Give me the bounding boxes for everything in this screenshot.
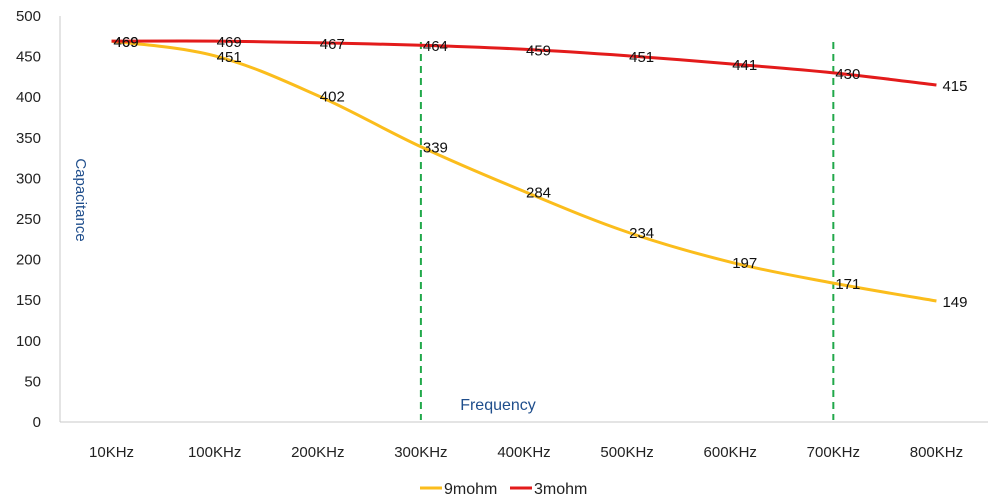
x-tick-label: 100KHz: [188, 444, 241, 461]
y-axis-title: Capacitance: [72, 158, 89, 241]
data-label-3mohm: 467: [320, 36, 345, 53]
data-label-9mohm: 284: [526, 184, 551, 201]
data-label-9mohm: 402: [320, 89, 345, 106]
data-label-3mohm: 430: [835, 66, 860, 83]
y-tick-label: 50: [24, 373, 41, 390]
series-line-9mohm: [111, 39, 937, 303]
x-tick-label: 600KHz: [704, 444, 757, 461]
series-group: [111, 39, 937, 303]
data-label-9mohm: 339: [423, 140, 448, 157]
y-tick-label: 400: [16, 89, 41, 106]
data-label-9mohm: 171: [835, 276, 860, 293]
y-tick-label: 200: [16, 252, 41, 269]
y-tick-label: 250: [16, 211, 41, 228]
y-tick-label: 450: [16, 49, 41, 66]
y-tick-label: 350: [16, 130, 41, 147]
data-label-3mohm: 464: [423, 38, 448, 55]
data-label-3mohm: 469: [217, 34, 242, 51]
x-tick-label: 500KHz: [600, 444, 653, 461]
x-axis: 10KHz 100KHz 200KHz 300KHz 400KHz 500KHz 600KH…: [60, 421, 988, 461]
data-label-3mohm: 415: [942, 78, 967, 95]
reference-lines: [419, 42, 835, 420]
data-label-9mohm: 149: [942, 294, 967, 311]
y-tick-label: 100: [16, 333, 41, 350]
data-label-3mohm: 451: [629, 49, 654, 66]
legend-label-3mohm: 3mohm: [534, 481, 587, 498]
x-tick-label: 700KHz: [807, 444, 860, 461]
x-tick-label: 200KHz: [291, 444, 344, 461]
x-axis-title: Frequency: [460, 397, 536, 414]
data-label-9mohm: 451: [217, 49, 242, 66]
legend: 9mohm 3mohm: [420, 481, 587, 498]
series-line-3mohm: [111, 39, 937, 87]
legend-label-9mohm: 9mohm: [444, 481, 497, 498]
data-label-3mohm: 441: [732, 57, 757, 74]
data-label-9mohm: 469: [114, 34, 139, 51]
y-tick-label: 300: [16, 170, 41, 187]
y-axis: 0 50 100 150 200 250 300 350 400 450 500: [16, 8, 61, 431]
y-tick-label: 500: [16, 8, 41, 25]
x-tick-label: 300KHz: [394, 444, 447, 461]
x-tick-label: 400KHz: [497, 444, 550, 461]
data-label-3mohm: 459: [526, 42, 551, 59]
data-label-3mohm: 469: [114, 34, 139, 51]
y-tick-label: 0: [33, 414, 41, 431]
data-label-9mohm: 234: [629, 225, 654, 242]
x-tick-label: 10KHz: [89, 444, 134, 461]
x-tick-label: 800KHz: [910, 444, 963, 461]
data-label-9mohm: 197: [732, 255, 757, 272]
y-tick-label: 150: [16, 292, 41, 309]
